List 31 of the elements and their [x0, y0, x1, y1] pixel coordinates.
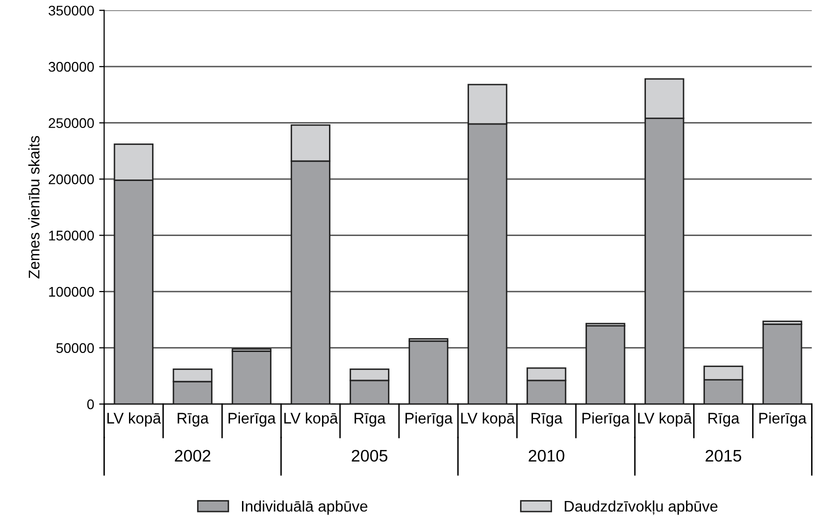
- legend-label: Daudzdzīvokļu apbūve: [564, 500, 718, 515]
- y-tick-label: 350000: [48, 6, 94, 16]
- y-tick-label: 250000: [48, 118, 94, 128]
- x-tick-label: LV kopā: [107, 412, 162, 427]
- y-tick-label: 150000: [49, 230, 94, 240]
- x-tick-label: Pierīga: [406, 412, 453, 427]
- bar: [762, 323, 802, 404]
- x-tick-label: LV kopā: [284, 412, 338, 427]
- y-tick-label: 0: [87, 399, 94, 410]
- x-tick-label: LV kopā: [638, 412, 692, 427]
- text: 2015: [706, 450, 742, 462]
- bar: [232, 350, 272, 404]
- x-tick-label: Rīga: [178, 412, 209, 427]
- x-tick-label: Rīga: [532, 412, 563, 427]
- x-tick-label: Rīga: [354, 412, 386, 427]
- x-tick-label: Pierīga: [228, 412, 276, 427]
- x-tick-label: LV kopā: [461, 412, 515, 427]
- y-tick-label: 300000: [48, 62, 94, 72]
- bar: [586, 325, 626, 404]
- y-axis-title: Zemes vienību skaits: [28, 136, 40, 278]
- text: 2005: [352, 450, 388, 462]
- x-tick-label: Rīga: [708, 412, 740, 427]
- x-tick-label: Pierīga: [759, 412, 807, 427]
- text: 2010: [528, 450, 564, 462]
- text: 2002: [174, 450, 210, 462]
- legend-label: Individuālā apbūve: [242, 500, 368, 515]
- y-tick-label: 50000: [56, 343, 94, 353]
- x-tick-label: Pierīga: [582, 412, 630, 427]
- y-tick-label: 200000: [48, 174, 94, 184]
- bar: [408, 340, 448, 404]
- y-tick-label: 100000: [49, 286, 94, 297]
